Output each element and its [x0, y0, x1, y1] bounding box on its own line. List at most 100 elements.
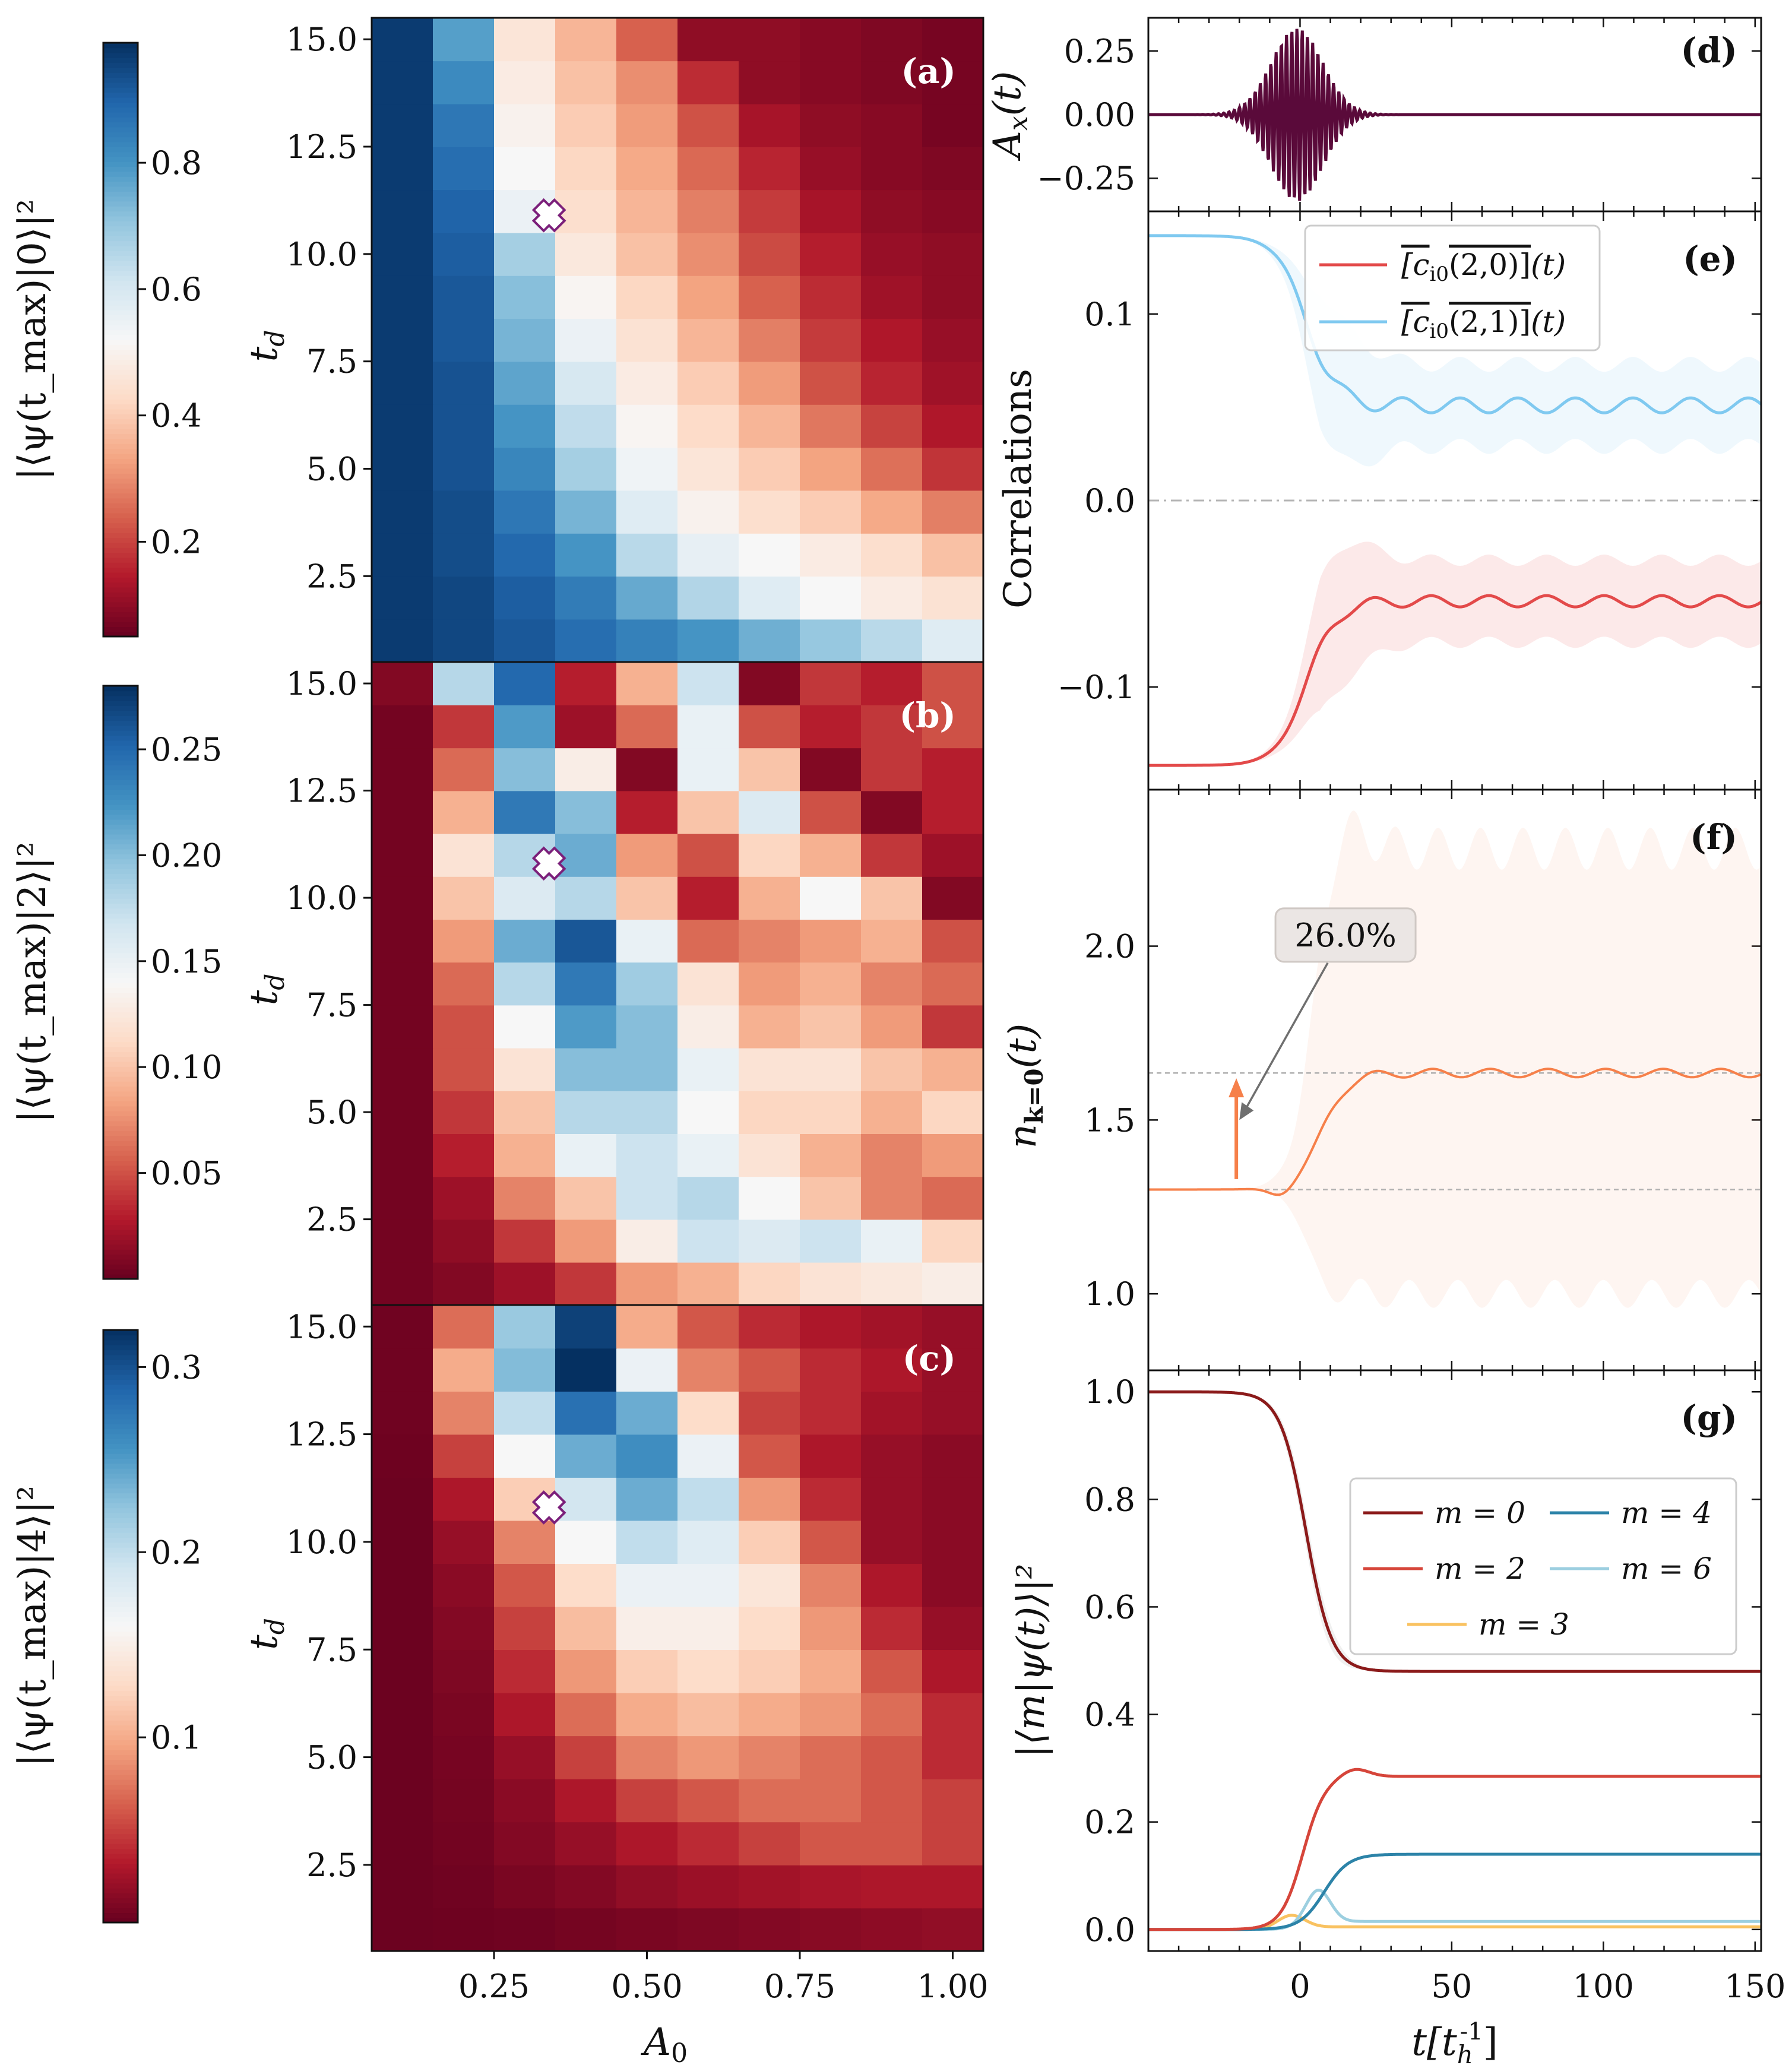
- heat-cell: [616, 318, 678, 362]
- heat-cell: [800, 103, 862, 147]
- colorbar-segment: [103, 166, 138, 172]
- colorbar-segment: [103, 819, 138, 825]
- colorbar-segment: [103, 1893, 138, 1899]
- colorbar-segment: [103, 389, 138, 395]
- heat-cell: [800, 619, 862, 663]
- colorbar-segment: [103, 1061, 138, 1067]
- colorbar-segment: [103, 102, 138, 108]
- colorbar-segment: [103, 1680, 138, 1686]
- heat-cell: [555, 1649, 617, 1693]
- heat-cell: [433, 1735, 495, 1779]
- colorbar-segment: [103, 1443, 138, 1449]
- colorbar-segment: [103, 1110, 138, 1117]
- colorbar-segment: [103, 1695, 138, 1701]
- colorbar-segment: [103, 859, 138, 864]
- colorbar-segment: [103, 612, 138, 617]
- colorbar-tick-label: 0.05: [151, 1155, 222, 1192]
- heat-cell: [922, 1091, 984, 1134]
- x-tick-label: 0.25: [458, 1968, 530, 2005]
- heat-cell: [677, 1348, 739, 1392]
- heat-cell: [433, 275, 495, 319]
- heat-cell: [677, 1908, 739, 1952]
- colorbar-segment: [103, 1547, 138, 1553]
- heat-cell: [494, 919, 556, 963]
- colorbar-segment: [103, 1483, 138, 1488]
- heat-cell: [677, 1606, 739, 1651]
- heat-cell: [555, 619, 617, 663]
- colorbar-frame: [102, 42, 139, 638]
- heat-cell: [616, 919, 678, 963]
- colorbar-segment: [103, 567, 138, 573]
- colorbar-segment: [103, 1180, 138, 1186]
- heat-cell: [555, 361, 617, 405]
- heat-cell: [739, 1133, 800, 1177]
- colorbar-segment: [103, 1809, 138, 1814]
- panel-label: (b): [900, 695, 956, 736]
- colorbar-segment: [103, 1518, 138, 1524]
- colorbar-segment: [103, 1819, 138, 1825]
- heat-cell: [433, 232, 495, 276]
- colorbar-segment: [103, 873, 138, 879]
- colorbar-segment: [103, 1626, 138, 1632]
- heat-cell: [800, 1563, 862, 1607]
- colorbar-segment: [103, 1804, 138, 1810]
- heat-cell: [433, 576, 495, 620]
- colorbar-segment: [103, 1195, 138, 1201]
- colorbar-segment: [103, 601, 138, 607]
- heat-cell: [433, 1606, 495, 1651]
- heat-cell: [494, 576, 556, 620]
- colorbar-segment: [103, 1269, 138, 1275]
- colorbar-segment: [103, 1908, 138, 1914]
- colorbar-segment: [103, 1220, 138, 1225]
- colorbar-frame: [102, 685, 139, 1280]
- heat-cell: [677, 189, 739, 233]
- heat-cell: [555, 232, 617, 276]
- colorbar-segment: [103, 444, 138, 449]
- heat-cell: [494, 1133, 556, 1177]
- y-tick-label: 5.0: [306, 1739, 357, 1776]
- colorbar-segment: [103, 201, 138, 207]
- colorbar-segment: [103, 325, 138, 331]
- heat-cell: [433, 1778, 495, 1823]
- heat-cell: [739, 1520, 800, 1564]
- y-tick-label: −0.25: [1037, 160, 1135, 197]
- heat-cell: [677, 1176, 739, 1220]
- legend-label: m = 6: [1621, 1551, 1712, 1586]
- panel-g: 0.00.20.40.60.81.0m = 0m = 2m = 3m = 4m …: [1009, 1370, 1785, 2065]
- y-axis-label: td: [242, 330, 290, 362]
- heat-cell: [433, 1822, 495, 1866]
- colorbar-segment: [103, 107, 138, 113]
- colorbar-segment: [103, 1779, 138, 1785]
- heat-cell: [616, 1908, 678, 1952]
- heat-cell: [433, 61, 495, 104]
- colorbar-segment: [103, 280, 138, 286]
- colorbar-segment: [103, 1655, 138, 1662]
- colorbar-segment: [103, 230, 138, 236]
- colorbar-segment: [103, 399, 138, 405]
- colorbar-segment: [103, 923, 138, 929]
- colorbar-segment: [103, 340, 138, 346]
- heat-cell: [800, 232, 862, 276]
- heat-cell: [555, 705, 617, 749]
- panel-label: (a): [901, 51, 956, 91]
- colorbar-tick-label: 0.8: [151, 144, 202, 182]
- heat-cell: [555, 919, 617, 963]
- colorbar-segment: [103, 1453, 138, 1459]
- colorbar-segment: [103, 582, 138, 588]
- colorbar-segment: [103, 755, 138, 761]
- heat-cell: [800, 962, 862, 1006]
- colorbar-segment: [103, 117, 138, 123]
- heat-cell: [555, 1262, 617, 1306]
- colorbar-segment: [103, 1710, 138, 1716]
- heat-cell: [677, 1692, 739, 1737]
- heat-cell: [616, 1047, 678, 1091]
- heat-cell: [372, 1262, 433, 1306]
- colorbar-tick-label: 0.6: [151, 271, 202, 308]
- heat-cell: [800, 876, 862, 920]
- colorbar-segment: [103, 334, 138, 340]
- heat-cell: [616, 705, 678, 749]
- heat-cell: [555, 576, 617, 620]
- heat-cell: [861, 619, 923, 663]
- series-line-m4: [1148, 1852, 1761, 1931]
- heat-cell: [555, 1822, 617, 1866]
